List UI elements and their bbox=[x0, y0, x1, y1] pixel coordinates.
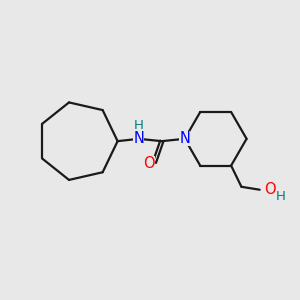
Text: H: H bbox=[276, 190, 286, 203]
Text: N: N bbox=[134, 131, 144, 146]
Text: H: H bbox=[134, 119, 144, 132]
Text: O: O bbox=[264, 182, 276, 197]
Text: O: O bbox=[143, 156, 155, 171]
Text: N: N bbox=[179, 131, 190, 146]
